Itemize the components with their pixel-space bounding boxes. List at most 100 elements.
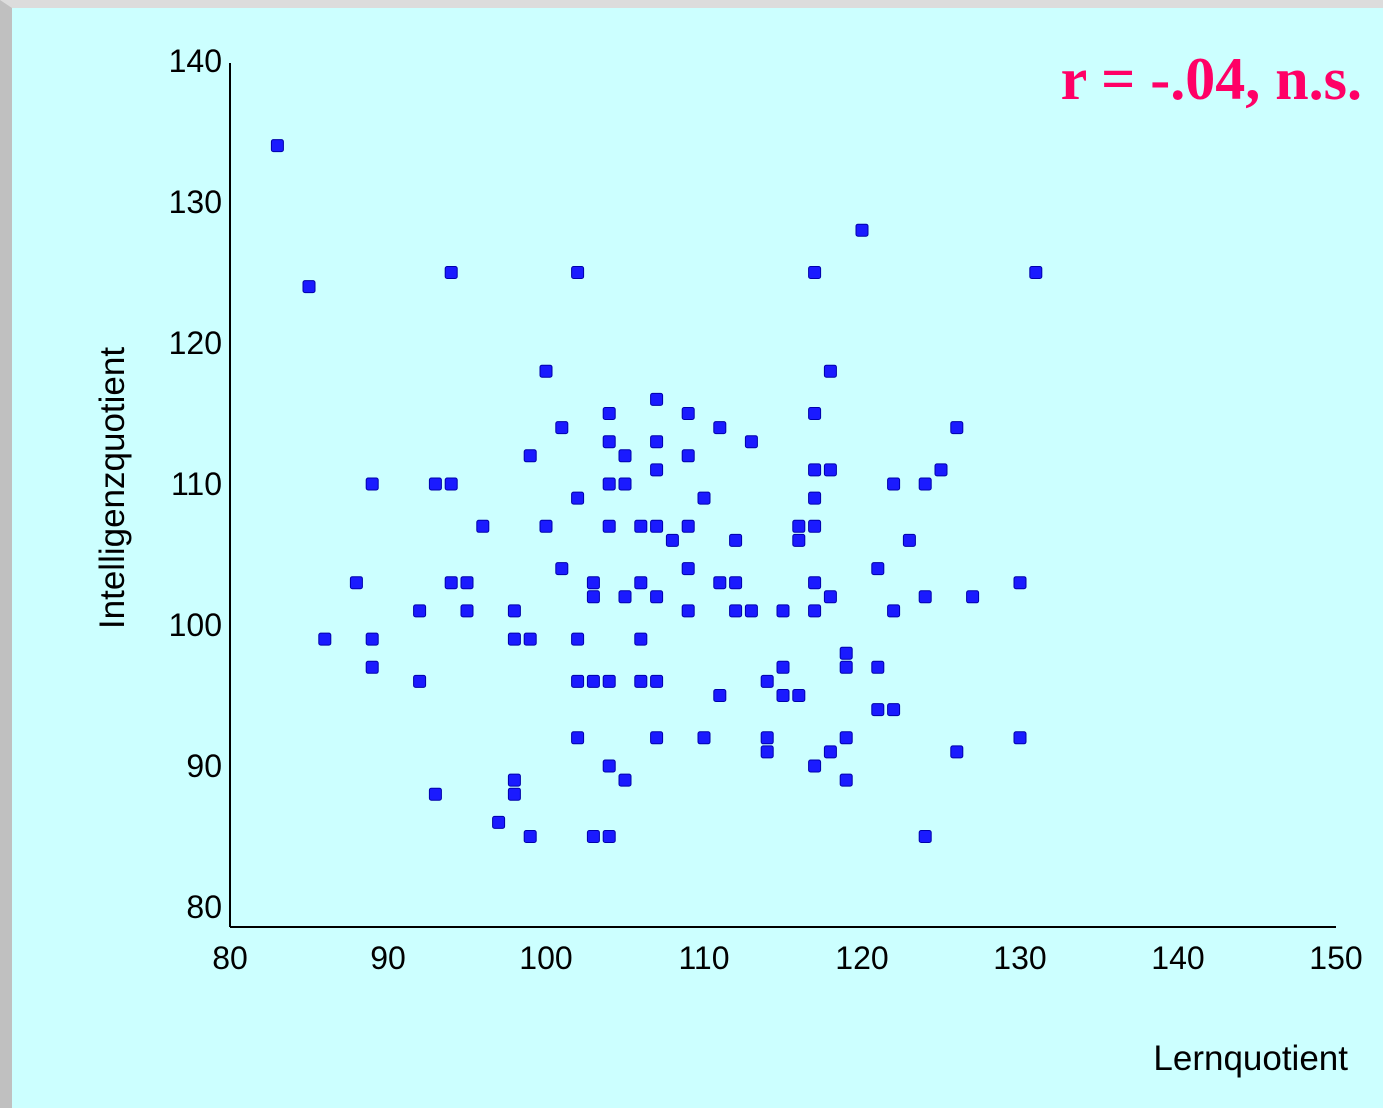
data-point xyxy=(523,830,537,843)
data-point xyxy=(823,745,837,759)
data-point xyxy=(318,632,332,646)
y-tick-label: 90 xyxy=(186,748,222,784)
x-tick-labels: 80 90 100 110 120 130 140 150 xyxy=(212,940,1362,976)
x-tick-label: 90 xyxy=(370,940,406,976)
data-point xyxy=(586,590,600,604)
data-point xyxy=(776,660,790,674)
data-point xyxy=(823,590,837,604)
data-point xyxy=(839,773,853,787)
data-point xyxy=(650,590,664,604)
data-point xyxy=(634,519,648,533)
data-point xyxy=(602,407,616,420)
data-point xyxy=(539,364,553,378)
data-point xyxy=(349,576,363,590)
data-point xyxy=(602,830,616,843)
data-points xyxy=(270,139,1043,843)
data-point xyxy=(744,435,758,449)
data-point xyxy=(270,139,284,153)
data-point xyxy=(634,674,648,688)
data-point xyxy=(823,364,837,378)
data-point xyxy=(681,407,695,420)
data-point xyxy=(760,731,774,745)
data-point xyxy=(808,463,822,477)
data-point xyxy=(744,604,758,618)
data-point xyxy=(808,576,822,590)
data-point xyxy=(681,604,695,618)
data-point xyxy=(760,674,774,688)
data-point xyxy=(634,576,648,590)
data-point xyxy=(760,745,774,759)
data-point xyxy=(792,533,806,547)
data-point xyxy=(571,266,585,279)
data-point xyxy=(634,632,648,646)
y-tick-label: 110 xyxy=(171,466,222,502)
data-point xyxy=(460,604,474,618)
data-point xyxy=(602,759,616,773)
data-point xyxy=(618,590,632,604)
correlation-annotation: r = -.04, n.s. xyxy=(1061,46,1362,112)
y-axis-title: Intelligenzquotient xyxy=(93,347,132,629)
data-point xyxy=(808,266,822,279)
data-point xyxy=(586,674,600,688)
data-point xyxy=(618,449,632,463)
data-point xyxy=(492,815,506,829)
data-point xyxy=(839,646,853,660)
data-point xyxy=(523,632,537,646)
data-point xyxy=(681,562,695,576)
data-point xyxy=(902,533,916,547)
data-point xyxy=(365,660,379,674)
data-point xyxy=(792,519,806,533)
data-point xyxy=(602,435,616,449)
data-point xyxy=(697,731,711,745)
data-point xyxy=(650,519,664,533)
data-point xyxy=(1029,266,1043,279)
data-point xyxy=(618,477,632,491)
x-tick-label: 150 xyxy=(1309,940,1362,976)
data-point xyxy=(871,660,885,674)
data-point xyxy=(918,590,932,604)
data-point xyxy=(428,787,442,801)
data-point xyxy=(681,519,695,533)
data-point xyxy=(507,773,521,787)
data-point xyxy=(918,477,932,491)
y-tick-label: 120 xyxy=(169,325,222,361)
data-point xyxy=(713,576,727,590)
y-tick-label: 140 xyxy=(169,43,222,79)
data-point xyxy=(523,449,537,463)
x-tick-label: 140 xyxy=(1151,940,1204,976)
y-tick-label: 100 xyxy=(169,607,222,643)
data-point xyxy=(586,830,600,843)
data-point xyxy=(871,562,885,576)
data-point xyxy=(808,604,822,618)
data-point xyxy=(776,604,790,618)
x-axis-title: Lernquotient xyxy=(1153,1039,1348,1078)
data-point xyxy=(650,731,664,745)
data-point xyxy=(539,519,553,533)
x-tick-label: 100 xyxy=(519,940,572,976)
data-point xyxy=(650,674,664,688)
data-point xyxy=(839,731,853,745)
data-point xyxy=(618,773,632,787)
data-point xyxy=(681,449,695,463)
y-tick-label: 80 xyxy=(186,889,222,925)
data-point xyxy=(571,731,585,745)
data-point xyxy=(950,421,964,435)
x-tick-label: 80 xyxy=(212,940,248,976)
data-point xyxy=(302,280,316,294)
data-point xyxy=(365,632,379,646)
data-point xyxy=(808,519,822,533)
data-point xyxy=(507,787,521,801)
data-point xyxy=(413,674,427,688)
data-point xyxy=(950,745,964,759)
data-point xyxy=(887,604,901,618)
data-point xyxy=(871,703,885,717)
data-point xyxy=(571,491,585,505)
data-point xyxy=(555,562,569,576)
data-point xyxy=(729,576,743,590)
data-point xyxy=(713,689,727,702)
data-point xyxy=(697,491,711,505)
data-point xyxy=(571,674,585,688)
data-point xyxy=(602,674,616,688)
data-point xyxy=(792,689,806,702)
